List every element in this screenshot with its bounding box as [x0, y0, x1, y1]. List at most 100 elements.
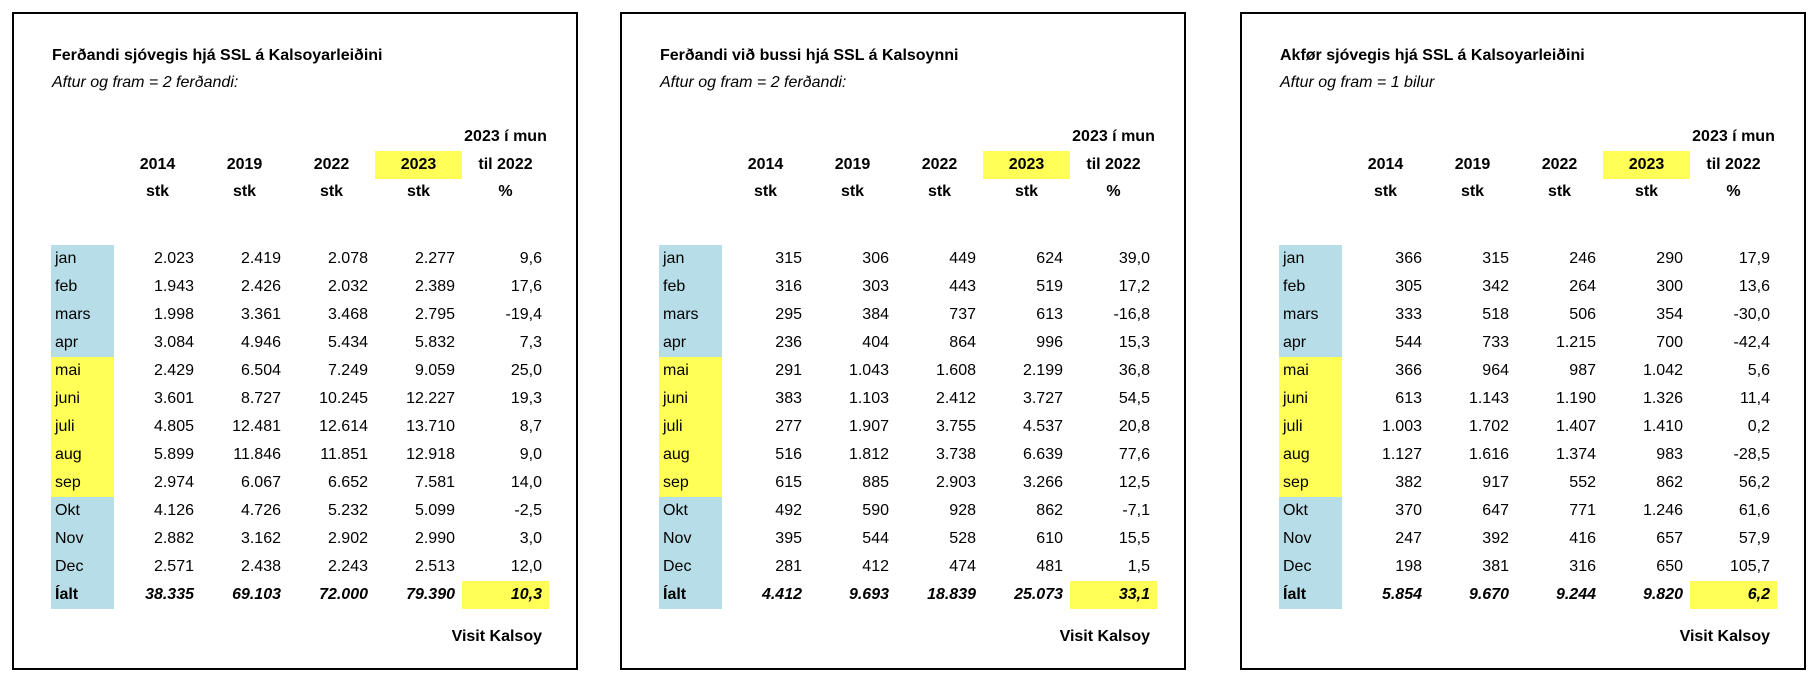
- table-cell: 1.103: [848, 390, 889, 407]
- month-label: jan: [659, 245, 722, 273]
- table-cell: 2.389: [414, 278, 455, 295]
- table-cell: 3.361: [240, 306, 281, 323]
- table-cell: 277: [775, 418, 802, 435]
- table-panel: Ferðandi sjóvegis hjá SSL á Kalsoyarleið…: [12, 12, 578, 670]
- table-cell: 449: [949, 250, 976, 267]
- table-cell: 246: [1569, 250, 1596, 267]
- table-cell: 290: [1656, 250, 1683, 267]
- table-cell: 7.581: [414, 474, 455, 491]
- panel-title: Ferðandi sjóvegis hjá SSL á Kalsoyarleið…: [52, 47, 383, 64]
- panel-subtitle: Aftur og fram = 2 ferðandi:: [52, 74, 239, 91]
- table-cell: 17,2: [1118, 278, 1150, 295]
- table-cell: 1.043: [848, 362, 889, 379]
- table-cell: 11,4: [1740, 390, 1770, 407]
- table-cell: 2.078: [327, 250, 368, 267]
- table-cell: 281: [775, 558, 802, 575]
- column-header: 2019: [1454, 156, 1491, 173]
- table-cell: 3.727: [1022, 390, 1063, 407]
- table-cell: 2.277: [414, 250, 455, 267]
- column-header: 2019: [226, 156, 263, 173]
- table-cell: 737: [949, 306, 976, 323]
- table-cell: 366: [1395, 250, 1422, 267]
- table-cell: 5.099: [414, 502, 455, 519]
- month-label: feb: [1279, 273, 1342, 301]
- table-cell: 3.162: [240, 530, 281, 547]
- table-cell: 316: [775, 278, 802, 295]
- table-cell: 700: [1656, 334, 1683, 351]
- column-unit: stk: [753, 183, 778, 200]
- table-cell: 2.795: [414, 306, 455, 323]
- table-cell: 0,2: [1747, 418, 1770, 435]
- table-cell: 6.067: [240, 474, 281, 491]
- total-cell: 33,1: [1070, 581, 1157, 609]
- panel-subtitle: Aftur og fram = 2 ferðandi:: [660, 74, 847, 91]
- table-cell: 305: [1395, 278, 1422, 295]
- table-cell: 5.232: [327, 502, 368, 519]
- column-unit: stk: [1014, 183, 1039, 200]
- table-cell: 3.738: [935, 446, 976, 463]
- column-header: 2014: [1367, 156, 1404, 173]
- table-cell: 481: [1036, 558, 1063, 575]
- table-cell: 518: [1482, 306, 1509, 323]
- table-cell: 2.882: [153, 530, 194, 547]
- table-cell: 198: [1395, 558, 1422, 575]
- month-label: Okt: [1279, 497, 1342, 525]
- month-label: mars: [659, 301, 722, 329]
- table-cell: 2.426: [240, 278, 281, 295]
- table-cell: 516: [775, 446, 802, 463]
- month-label: sep: [51, 469, 114, 497]
- table-cell: 15,5: [1118, 530, 1150, 547]
- table-cell: 2.032: [327, 278, 368, 295]
- month-label: apr: [1279, 329, 1342, 357]
- column-header: til 2022: [1706, 156, 1761, 173]
- total-label: Íalt: [659, 581, 722, 609]
- table-cell: 77,6: [1118, 446, 1150, 463]
- column-unit: stk: [927, 183, 952, 200]
- table-cell: 39,0: [1118, 250, 1150, 267]
- month-label: Nov: [51, 525, 114, 553]
- table-cell: 12.481: [232, 418, 281, 435]
- table-cell: 2.023: [153, 250, 194, 267]
- table-cell: 506: [1569, 306, 1596, 323]
- table-cell: 2.199: [1022, 362, 1063, 379]
- column-unit: stk: [1373, 183, 1398, 200]
- table-cell: 13.710: [406, 418, 455, 435]
- table-cell: 3.468: [327, 306, 368, 323]
- total-cell: 9.820: [1642, 586, 1683, 603]
- table-cell: 19,3: [510, 390, 542, 407]
- table-cell: 315: [1482, 250, 1509, 267]
- column-header: 2022: [313, 156, 350, 173]
- table-cell: 1.326: [1642, 390, 1683, 407]
- table-cell: 9,6: [519, 250, 542, 267]
- table-cell: 12.918: [406, 446, 455, 463]
- table-cell: 15,3: [1118, 334, 1150, 351]
- month-label: jan: [1279, 245, 1342, 273]
- table-cell: -42,4: [1733, 334, 1770, 351]
- month-label: Okt: [51, 497, 114, 525]
- table-cell: 1.907: [848, 418, 889, 435]
- table-cell: 4.126: [153, 502, 194, 519]
- table-cell: 610: [1036, 530, 1063, 547]
- table-cell: 5.832: [414, 334, 455, 351]
- table-cell: 528: [949, 530, 976, 547]
- table-cell: 381: [1482, 558, 1509, 575]
- table-cell: 1.374: [1555, 446, 1596, 463]
- total-cell: 25.073: [1014, 586, 1063, 603]
- table-cell: 2.412: [935, 390, 976, 407]
- column-unit: stk: [840, 183, 865, 200]
- table-cell: 342: [1482, 278, 1509, 295]
- table-cell: 1.407: [1555, 418, 1596, 435]
- table-cell: -19,4: [505, 306, 542, 323]
- table-cell: 1.042: [1642, 362, 1683, 379]
- table-cell: 590: [862, 502, 889, 519]
- month-label: aug: [659, 441, 722, 469]
- column-unit: %: [1726, 183, 1741, 200]
- table-cell: 14,0: [510, 474, 542, 491]
- table-cell: 306: [862, 250, 889, 267]
- table-cell: 392: [1482, 530, 1509, 547]
- table-cell: 404: [862, 334, 889, 351]
- table-cell: 2.902: [327, 530, 368, 547]
- table-cell: 544: [1395, 334, 1422, 351]
- panel-title: Akfør sjóvegis hjá SSL á Kalsoyarleiðini: [1280, 47, 1585, 64]
- month-label: aug: [1279, 441, 1342, 469]
